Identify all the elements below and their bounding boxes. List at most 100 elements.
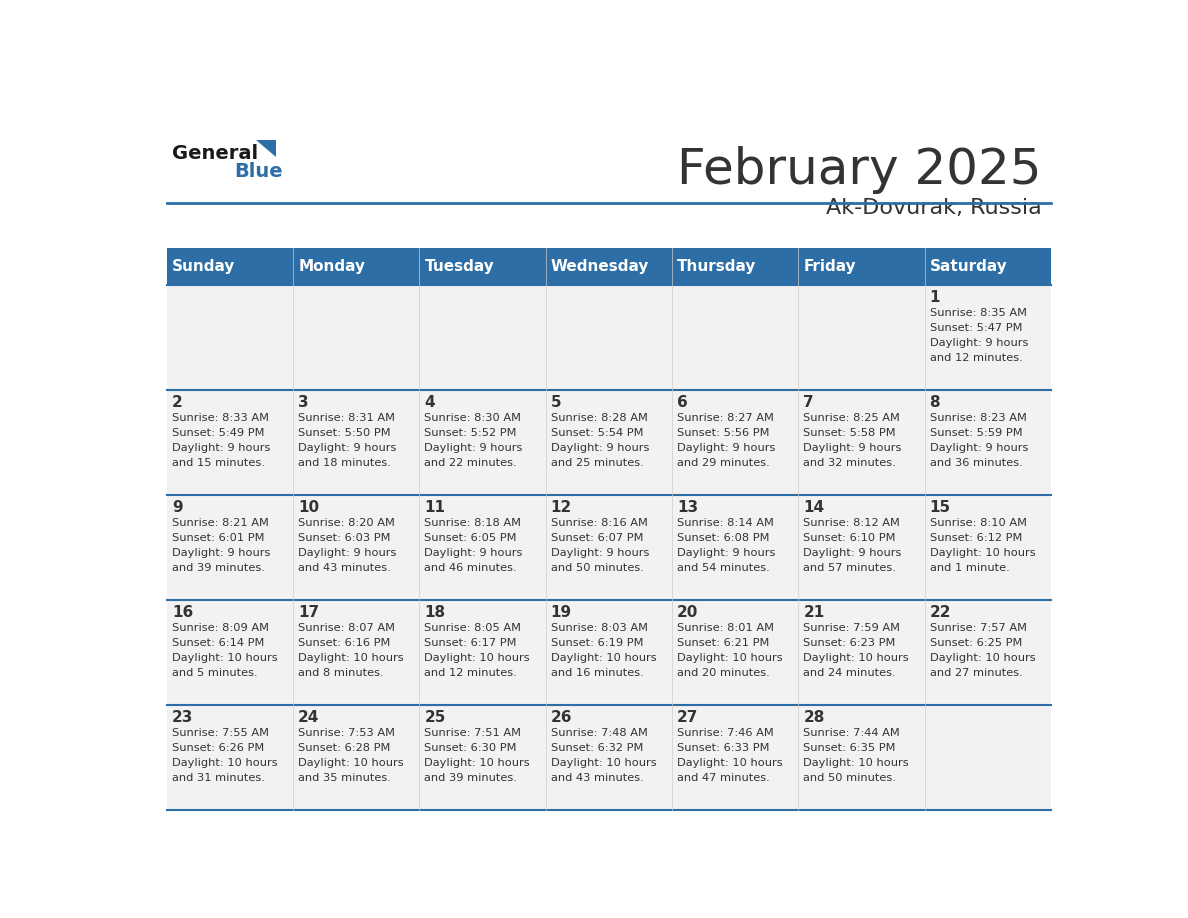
Text: Sunrise: 8:12 AM: Sunrise: 8:12 AM (803, 518, 901, 528)
Text: Sunset: 6:08 PM: Sunset: 6:08 PM (677, 533, 770, 543)
Text: Daylight: 9 hours: Daylight: 9 hours (298, 442, 397, 453)
Text: and 32 minutes.: and 32 minutes. (803, 458, 896, 467)
Text: Daylight: 10 hours: Daylight: 10 hours (172, 758, 278, 768)
Text: Sunrise: 8:35 AM: Sunrise: 8:35 AM (929, 308, 1026, 318)
Text: 21: 21 (803, 605, 824, 620)
Text: Sunset: 6:21 PM: Sunset: 6:21 PM (677, 638, 770, 648)
Text: Sunset: 6:33 PM: Sunset: 6:33 PM (677, 743, 770, 753)
Text: February 2025: February 2025 (677, 146, 1042, 195)
Text: Daylight: 9 hours: Daylight: 9 hours (551, 548, 649, 558)
Text: Sunset: 6:12 PM: Sunset: 6:12 PM (929, 533, 1022, 543)
Text: and 57 minutes.: and 57 minutes. (803, 563, 896, 573)
Text: Saturday: Saturday (929, 259, 1007, 274)
Text: Sunrise: 8:27 AM: Sunrise: 8:27 AM (677, 413, 773, 423)
Text: Daylight: 9 hours: Daylight: 9 hours (424, 442, 523, 453)
Text: Sunset: 6:23 PM: Sunset: 6:23 PM (803, 638, 896, 648)
Text: Sunset: 5:56 PM: Sunset: 5:56 PM (677, 428, 770, 438)
Text: Sunset: 6:01 PM: Sunset: 6:01 PM (172, 533, 265, 543)
Text: 6: 6 (677, 395, 688, 409)
Text: and 43 minutes.: and 43 minutes. (551, 773, 644, 783)
Bar (419, 390, 545, 495)
Text: Daylight: 10 hours: Daylight: 10 hours (172, 653, 278, 663)
Bar (924, 599, 1051, 705)
Text: and 15 minutes.: and 15 minutes. (172, 458, 265, 467)
Text: and 12 minutes.: and 12 minutes. (929, 353, 1023, 363)
Bar (166, 599, 293, 705)
Text: and 46 minutes.: and 46 minutes. (424, 563, 517, 573)
Text: Daylight: 9 hours: Daylight: 9 hours (803, 548, 902, 558)
Polygon shape (257, 140, 276, 157)
Text: Sunrise: 8:07 AM: Sunrise: 8:07 AM (298, 623, 396, 633)
Text: Sunset: 6:14 PM: Sunset: 6:14 PM (172, 638, 265, 648)
Bar (672, 390, 798, 495)
Text: 27: 27 (677, 710, 699, 725)
Text: Daylight: 10 hours: Daylight: 10 hours (929, 653, 1035, 663)
Text: Daylight: 10 hours: Daylight: 10 hours (551, 758, 657, 768)
Bar (798, 599, 924, 705)
Text: and 12 minutes.: and 12 minutes. (424, 667, 517, 677)
Bar (293, 390, 419, 495)
Text: Sunset: 6:30 PM: Sunset: 6:30 PM (424, 743, 517, 753)
Text: Sunset: 5:59 PM: Sunset: 5:59 PM (929, 428, 1022, 438)
Text: Sunset: 6:32 PM: Sunset: 6:32 PM (551, 743, 643, 753)
Text: Sunset: 6:35 PM: Sunset: 6:35 PM (803, 743, 896, 753)
Text: 10: 10 (298, 499, 320, 515)
Bar (166, 390, 293, 495)
Bar (545, 705, 672, 810)
Text: Daylight: 10 hours: Daylight: 10 hours (803, 758, 909, 768)
Text: Daylight: 9 hours: Daylight: 9 hours (172, 548, 271, 558)
Text: Sunset: 6:03 PM: Sunset: 6:03 PM (298, 533, 391, 543)
Bar (924, 285, 1051, 390)
Text: Sunrise: 8:21 AM: Sunrise: 8:21 AM (172, 518, 268, 528)
Text: Sunset: 6:10 PM: Sunset: 6:10 PM (803, 533, 896, 543)
Bar (798, 705, 924, 810)
Bar (798, 495, 924, 599)
Text: Sunday: Sunday (172, 259, 235, 274)
Text: 11: 11 (424, 499, 446, 515)
Text: Sunset: 6:25 PM: Sunset: 6:25 PM (929, 638, 1022, 648)
Text: and 54 minutes.: and 54 minutes. (677, 563, 770, 573)
Text: Daylight: 10 hours: Daylight: 10 hours (929, 548, 1035, 558)
Text: 3: 3 (298, 395, 309, 409)
Bar (166, 495, 293, 599)
Text: Sunrise: 7:57 AM: Sunrise: 7:57 AM (929, 623, 1026, 633)
Text: 18: 18 (424, 605, 446, 620)
Bar (166, 705, 293, 810)
Text: and 24 minutes.: and 24 minutes. (803, 667, 896, 677)
Text: Daylight: 10 hours: Daylight: 10 hours (551, 653, 657, 663)
Bar (798, 390, 924, 495)
Text: Sunset: 5:49 PM: Sunset: 5:49 PM (172, 428, 265, 438)
Text: Sunrise: 8:09 AM: Sunrise: 8:09 AM (172, 623, 268, 633)
Text: 19: 19 (551, 605, 571, 620)
Text: Daylight: 9 hours: Daylight: 9 hours (677, 548, 776, 558)
Text: and 31 minutes.: and 31 minutes. (172, 773, 265, 783)
Text: Sunset: 6:28 PM: Sunset: 6:28 PM (298, 743, 391, 753)
Text: 22: 22 (929, 605, 952, 620)
Text: and 47 minutes.: and 47 minutes. (677, 773, 770, 783)
Text: Sunrise: 8:23 AM: Sunrise: 8:23 AM (929, 413, 1026, 423)
Text: Daylight: 10 hours: Daylight: 10 hours (424, 653, 530, 663)
Text: Sunset: 6:07 PM: Sunset: 6:07 PM (551, 533, 643, 543)
Text: Daylight: 9 hours: Daylight: 9 hours (929, 442, 1028, 453)
Text: Tuesday: Tuesday (424, 259, 494, 274)
Bar (924, 705, 1051, 810)
Text: Ak-Dovurak, Russia: Ak-Dovurak, Russia (826, 197, 1042, 218)
Text: Daylight: 9 hours: Daylight: 9 hours (551, 442, 649, 453)
Text: 7: 7 (803, 395, 814, 409)
Text: Friday: Friday (803, 259, 855, 274)
Text: Sunrise: 8:05 AM: Sunrise: 8:05 AM (424, 623, 522, 633)
Bar (672, 705, 798, 810)
Text: 20: 20 (677, 605, 699, 620)
Bar (924, 390, 1051, 495)
Text: Sunset: 5:58 PM: Sunset: 5:58 PM (803, 428, 896, 438)
Text: Sunrise: 8:16 AM: Sunrise: 8:16 AM (551, 518, 647, 528)
Bar (293, 599, 419, 705)
Bar (419, 599, 545, 705)
Text: and 1 minute.: and 1 minute. (929, 563, 1010, 573)
Text: Sunset: 5:52 PM: Sunset: 5:52 PM (424, 428, 517, 438)
Text: 14: 14 (803, 499, 824, 515)
Text: Sunrise: 8:33 AM: Sunrise: 8:33 AM (172, 413, 268, 423)
Text: and 39 minutes.: and 39 minutes. (172, 563, 265, 573)
Text: Sunrise: 7:44 AM: Sunrise: 7:44 AM (803, 728, 901, 738)
Text: 8: 8 (929, 395, 940, 409)
